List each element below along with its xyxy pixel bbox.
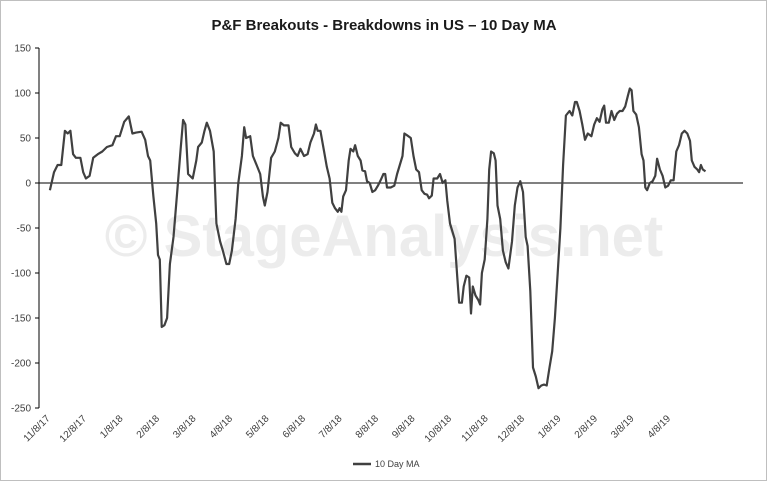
chart-title: P&F Breakouts - Breakdowns in US – 10 Da… [211, 17, 556, 34]
x-tick-label: 2/8/18 [135, 413, 163, 441]
x-tick-label: 11/8/17 [22, 413, 53, 444]
x-tick-label: 3/8/18 [171, 413, 199, 441]
x-tick-label: 7/8/18 [317, 413, 345, 441]
y-tick-label: 150 [14, 44, 31, 55]
x-tick-label: 8/8/18 [354, 413, 382, 441]
series-layer [48, 87, 707, 390]
y-tick-label: -50 [17, 224, 32, 235]
x-tick-label: 9/8/18 [390, 413, 418, 441]
y-tick-label: -100 [11, 269, 31, 280]
y-tick-label: -250 [11, 404, 31, 415]
x-tick-label: 10/8/18 [423, 413, 455, 445]
x-tick-label: 2/8/19 [573, 413, 601, 441]
watermark-text: © StageAnalysis.net [105, 204, 663, 269]
x-tick-label: 3/8/19 [609, 413, 637, 441]
x-tick-label: 1/8/18 [98, 413, 126, 441]
y-axis: 150 100 50 0 -50 -100 -150 -200 -250 [11, 44, 40, 415]
y-tick-label: 0 [25, 179, 31, 190]
y-tick-label: -150 [11, 314, 31, 325]
legend-label: 10 Day MA [375, 459, 420, 469]
x-tick-label: 6/8/18 [281, 413, 309, 441]
series-line-0 [48, 87, 707, 390]
x-tick-label: 11/8/18 [460, 413, 491, 444]
x-tick-label: 1/8/19 [536, 413, 564, 441]
x-tick-label: 4/8/19 [646, 413, 674, 441]
x-tick-label: 4/8/18 [208, 413, 236, 441]
x-tick-label: 12/8/17 [58, 413, 90, 445]
y-tick-label: -200 [11, 359, 31, 370]
y-tick-label: 100 [14, 89, 31, 100]
y-tick-label: 50 [20, 134, 32, 145]
x-tick-label: 12/8/18 [496, 413, 528, 445]
legend: 10 Day MA [353, 459, 420, 469]
x-tick-label: 5/8/18 [244, 413, 272, 441]
